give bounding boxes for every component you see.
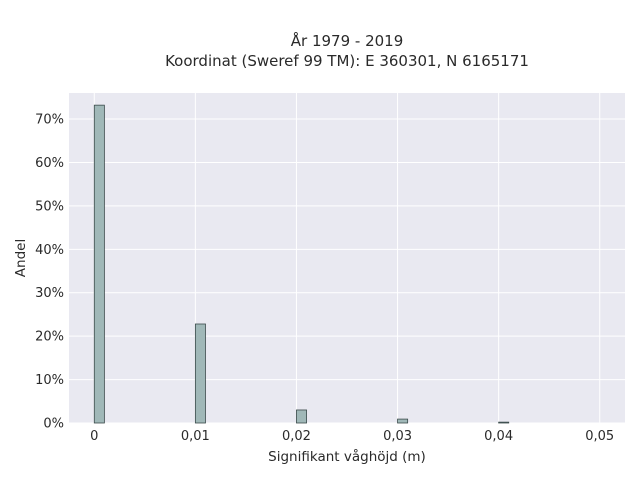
y-axis-ticks: 0% 10% 20% 30% 40% 50% 60% 70% — [35, 113, 64, 432]
x-tick-label: 0,03 — [383, 429, 412, 444]
y-tick-label: 0% — [43, 417, 64, 432]
x-tick-label: 0,05 — [585, 429, 614, 444]
x-tick-label: 0,04 — [484, 429, 513, 444]
bars — [93, 104, 510, 424]
y-tick-label: 30% — [35, 286, 64, 301]
grid-lines — [69, 93, 625, 424]
x-tick-label: 0 — [90, 429, 98, 444]
histogram-bar — [93, 104, 105, 424]
y-tick-label: 50% — [35, 199, 64, 214]
x-axis-ticks: 0 0,01 0,02 0,03 0,04 0,05 — [90, 429, 614, 444]
chart-title-line2: Koordinat (Sweref 99 TM): E 360301, N 61… — [165, 52, 529, 70]
y-tick-label: 10% — [35, 373, 64, 388]
x-axis-label: Signifikant våghöjd (m) — [268, 448, 426, 465]
y-tick-label: 70% — [35, 113, 64, 128]
y-tick-label: 20% — [35, 330, 64, 345]
y-tick-label: 40% — [35, 243, 64, 258]
histogram-bar — [397, 418, 409, 424]
histogram-bar — [194, 323, 206, 424]
histogram-bar — [498, 421, 510, 424]
y-tick-label: 60% — [35, 156, 64, 171]
x-tick-label: 0,01 — [181, 429, 210, 444]
y-axis-label: Andel — [13, 239, 29, 277]
chart-title-line1: År 1979 - 2019 — [291, 31, 404, 50]
x-tick-label: 0,02 — [282, 429, 311, 444]
plot-area — [69, 93, 625, 423]
histogram-bar — [296, 409, 307, 424]
